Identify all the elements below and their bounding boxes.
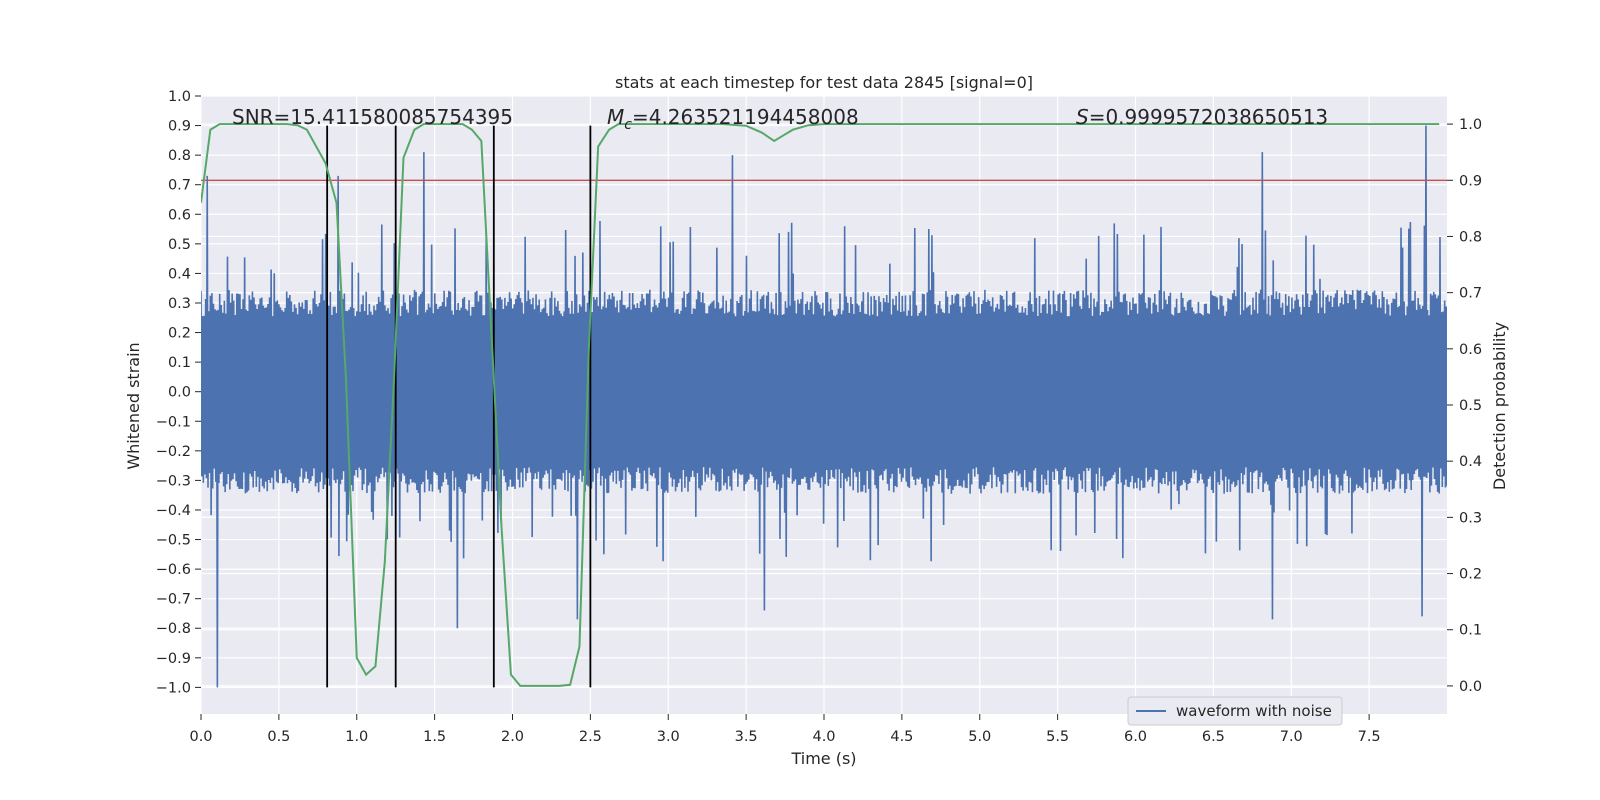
y-tick-label: 0.6 xyxy=(168,207,191,223)
y2-tick-label: 0.6 xyxy=(1459,342,1482,358)
y-tick-label: −1.0 xyxy=(156,680,191,696)
x-tick-label: 1.0 xyxy=(345,729,368,745)
y2-tick-label: 0.3 xyxy=(1459,510,1482,526)
x-tick-label: 0.0 xyxy=(189,729,212,745)
left-y-axis: 1.0 0.9 0.8 0.7 0.6 0.5 0.4 0.3 0.2 0.1 0.0 −0.1 −0.… xyxy=(156,89,201,696)
y-tick-label: 1.0 xyxy=(168,89,191,105)
significance-annotation: S=0.9999572038650513 xyxy=(1076,105,1328,129)
significance-symbol: S xyxy=(1076,105,1089,129)
y-tick-label: −0.8 xyxy=(156,621,191,637)
y2-tick-label: 1.0 xyxy=(1459,117,1482,133)
x-tick-label: 7.5 xyxy=(1358,729,1381,745)
y-tick-label: 0.0 xyxy=(168,385,191,401)
chirp-mass-symbol: M xyxy=(607,105,624,129)
y-tick-label: 0.7 xyxy=(168,178,191,194)
y-tick-label: −0.5 xyxy=(156,533,191,549)
x-tick-label: 6.0 xyxy=(1124,729,1147,745)
y-tick-label: −0.2 xyxy=(156,444,191,460)
x-tick-label: 6.5 xyxy=(1202,729,1225,745)
significance-value: =0.9999572038650513 xyxy=(1089,105,1328,129)
x-tick-label: 4.5 xyxy=(890,729,913,745)
legend-box xyxy=(1127,696,1343,726)
x-tick-label: 3.5 xyxy=(735,729,758,745)
x-tick-label: 1.5 xyxy=(423,729,446,745)
y-tick-label: −0.1 xyxy=(156,414,191,430)
y-tick-label: −0.4 xyxy=(156,503,191,519)
y2-tick-label: 0.0 xyxy=(1459,679,1482,695)
y-tick-label: −0.6 xyxy=(156,562,191,578)
right-y-axis: 1.0 0.9 0.8 0.7 0.6 0.5 0.4 0.3 0.2 0.1 0.0 xyxy=(1447,117,1482,695)
y-tick-label: 0.9 xyxy=(168,119,191,135)
vertical-markers xyxy=(326,125,592,688)
y2-axis-label: Detection probability xyxy=(1490,322,1509,490)
chirp-mass-value: =4.263521194458008 xyxy=(632,105,859,129)
y2-tick-label: 0.8 xyxy=(1459,229,1482,245)
probability-series xyxy=(201,123,1440,687)
y-tick-label: −0.9 xyxy=(156,651,191,667)
snr-annotation: SNR=15.411580085754395 xyxy=(232,105,513,129)
y-tick-label: 0.5 xyxy=(168,237,191,253)
x-tick-label: 3.0 xyxy=(657,729,680,745)
x-axis-label: Time (s) xyxy=(790,749,856,768)
y-tick-label: 0.1 xyxy=(168,355,191,371)
y2-tick-label: 0.9 xyxy=(1459,173,1482,189)
y-tick-label: 0.3 xyxy=(168,296,191,312)
chart-title: stats at each timestep for test data 284… xyxy=(615,73,1033,92)
y-axis-label: Whitened strain xyxy=(124,342,143,469)
legend: waveform with noise xyxy=(1127,696,1343,726)
y-tick-label: 0.2 xyxy=(168,326,191,342)
chirp-mass-subscript: c xyxy=(624,117,632,133)
y2-tick-label: 0.1 xyxy=(1459,623,1482,639)
y-tick-label: 0.4 xyxy=(168,266,191,282)
y2-tick-label: 0.2 xyxy=(1459,567,1482,583)
x-tick-label: 4.0 xyxy=(812,729,835,745)
waveform-series xyxy=(201,125,1447,688)
x-tick-label: 5.5 xyxy=(1046,729,1069,745)
x-tick-label: 2.0 xyxy=(501,729,524,745)
y2-tick-label: 0.4 xyxy=(1459,454,1482,470)
x-tick-label: 0.5 xyxy=(267,729,290,745)
legend-label: waveform with noise xyxy=(1176,702,1332,720)
y2-tick-label: 0.5 xyxy=(1459,398,1482,414)
x-tick-label: 2.5 xyxy=(579,729,602,745)
x-axis: 0.0 0.5 1.0 1.5 2.0 2.5 3.0 3.5 4.0 4.5 5.0 5.5 6.0 6… xyxy=(189,714,1381,745)
y-tick-label: −0.7 xyxy=(156,592,191,608)
chirp-mass-annotation: Mc=4.263521194458008 xyxy=(607,105,859,133)
x-tick-label: 7.0 xyxy=(1280,729,1303,745)
x-tick-label: 5.0 xyxy=(968,729,991,745)
y-tick-label: 0.8 xyxy=(168,148,191,164)
y2-tick-label: 0.7 xyxy=(1459,286,1482,302)
y-tick-label: −0.3 xyxy=(156,473,191,489)
